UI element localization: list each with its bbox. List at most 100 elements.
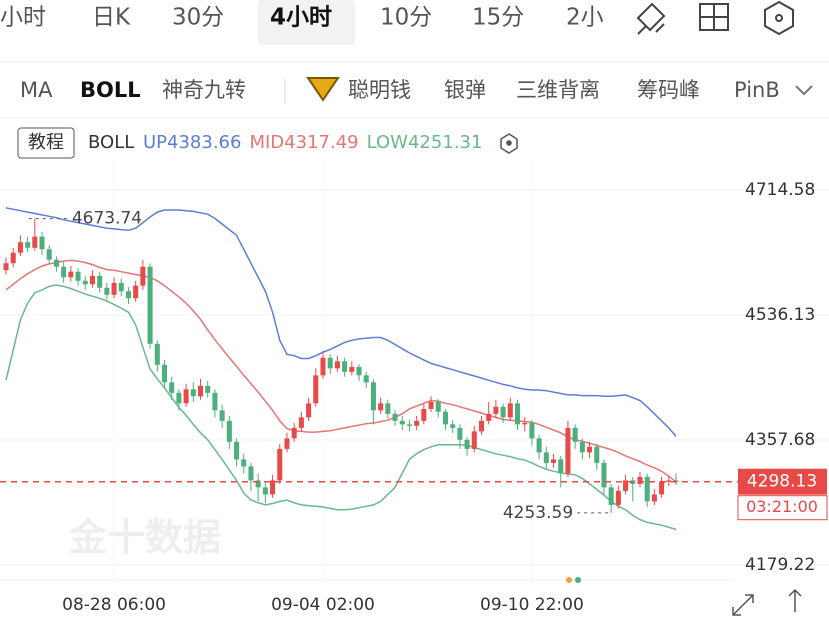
legend-value: 4383.66 xyxy=(167,132,241,153)
candle-body xyxy=(478,420,485,432)
candle-body xyxy=(212,392,218,411)
toolbar-icons[interactable] xyxy=(636,0,794,36)
legend: UP4383.66 MID4317.49 LOW4251.31 xyxy=(143,132,482,153)
candle-body xyxy=(176,392,182,404)
event-dot xyxy=(575,577,581,583)
candle-body xyxy=(486,413,492,421)
x-tick-label: 08-28 06:00 xyxy=(62,595,166,615)
band-line xyxy=(5,207,677,437)
smart-money-icon xyxy=(306,77,340,102)
tab[interactable]: 30分 xyxy=(172,5,224,31)
indicator-tab[interactable]: 三维背离 xyxy=(516,78,600,102)
candle-body xyxy=(558,459,564,474)
candle-body xyxy=(32,236,38,248)
indicator-tab[interactable]: MA xyxy=(20,78,53,102)
tab[interactable]: 15分 xyxy=(472,5,524,31)
candle-body xyxy=(327,357,333,369)
candle-body xyxy=(572,427,578,442)
tab-selected[interactable]: 4小时 xyxy=(270,5,332,31)
y-tick-label: 4536.13 xyxy=(745,305,815,325)
candle-body xyxy=(378,403,384,411)
candle-body xyxy=(399,420,405,425)
tab[interactable]: 2小 xyxy=(566,5,604,31)
min-label: 4253.59 xyxy=(503,503,573,523)
candle-body xyxy=(118,282,124,292)
legend-name: UP xyxy=(143,132,167,153)
candle-body xyxy=(154,343,160,365)
candle-body xyxy=(3,263,9,271)
candle-body xyxy=(666,480,672,482)
indicator-tab[interactable]: 聪明钱 xyxy=(348,78,411,102)
candle-body xyxy=(111,282,117,295)
candle-body xyxy=(197,385,204,397)
candle-body xyxy=(97,275,103,288)
legend-value: 4317.49 xyxy=(284,132,358,153)
tab[interactable]: 日K xyxy=(92,5,131,31)
candle-body xyxy=(262,487,268,495)
candle-body xyxy=(587,446,593,453)
candle-body xyxy=(385,403,391,414)
candle-body xyxy=(25,242,31,248)
more-icon[interactable] xyxy=(795,85,813,96)
candle-body xyxy=(169,382,175,393)
countdown: 03:21:00 xyxy=(746,497,818,516)
candle-body xyxy=(522,422,528,425)
candle-body xyxy=(601,462,607,488)
candle-body xyxy=(10,252,16,264)
candle-body xyxy=(140,266,146,286)
candle-body xyxy=(414,420,420,426)
candle-body xyxy=(234,441,240,460)
indicator-tab[interactable]: 银弹 xyxy=(444,78,486,102)
candle-body xyxy=(104,287,110,295)
price-box xyxy=(738,468,827,495)
candle-body xyxy=(435,401,441,412)
candle-body xyxy=(133,285,139,299)
tab[interactable]: 10分 xyxy=(380,5,432,31)
tutorial-button[interactable] xyxy=(17,127,75,159)
tutorial-label[interactable]: 教程 xyxy=(28,132,64,153)
candle-body xyxy=(306,403,312,418)
legend-value: 4251.31 xyxy=(408,132,482,153)
candle-body xyxy=(457,427,463,440)
candle-body xyxy=(608,487,614,505)
indicator-tab[interactable]: 神奇九转 xyxy=(162,78,246,102)
candle-body xyxy=(226,420,232,442)
settings-icon[interactable] xyxy=(500,133,518,154)
candle-body xyxy=(659,481,665,495)
candle-body xyxy=(147,266,153,344)
candle-body xyxy=(471,431,477,449)
band-line xyxy=(5,284,677,531)
indicator-tab[interactable]: PinB xyxy=(734,78,780,102)
x-tick-label: 09-10 22:00 xyxy=(480,595,584,615)
y-tick-label: 4357.68 xyxy=(745,430,815,450)
y-tick-label: 4179.22 xyxy=(745,555,815,575)
candle-body xyxy=(248,466,254,481)
candle-body xyxy=(75,271,81,281)
candle-body xyxy=(298,417,304,428)
candle-body xyxy=(125,291,131,299)
candle-body xyxy=(551,459,557,463)
candle-body xyxy=(493,406,499,414)
candle-body xyxy=(442,411,448,425)
countdown-box xyxy=(737,495,828,521)
candle-body xyxy=(39,236,45,250)
indicator-tab[interactable]: 筹码峰 xyxy=(637,78,700,102)
candle-body xyxy=(421,408,427,421)
candle-body xyxy=(565,427,571,474)
candle-body xyxy=(68,271,74,278)
zoom-icons[interactable] xyxy=(732,588,802,616)
candle-body xyxy=(270,480,276,495)
candle-body xyxy=(82,280,88,285)
candle-body xyxy=(392,413,398,421)
candle-body xyxy=(219,410,225,421)
legend-name: LOW xyxy=(367,132,409,153)
candle-body xyxy=(277,448,283,481)
indicator-tab-selected[interactable]: BOLL xyxy=(80,78,141,102)
candle-body xyxy=(53,259,59,267)
candle-body xyxy=(255,480,261,488)
tab[interactable]: 小时 xyxy=(0,5,46,31)
candle-body xyxy=(651,494,657,502)
candle-body xyxy=(529,422,535,439)
candle-body xyxy=(623,480,629,491)
